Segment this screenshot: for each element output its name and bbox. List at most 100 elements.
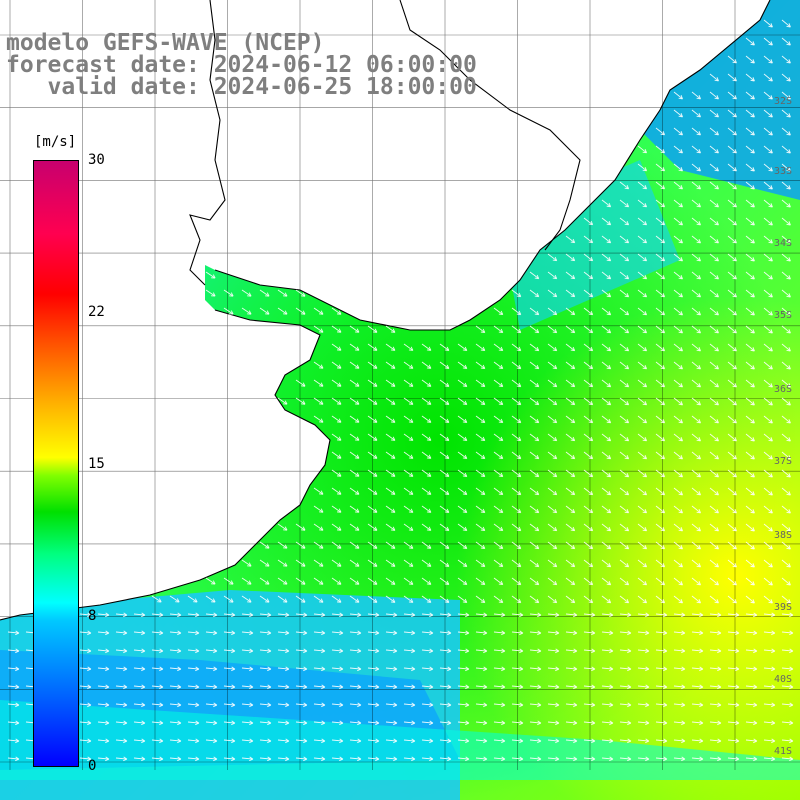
- wind-arrow: [349, 433, 360, 441]
- wind-arrow: [673, 379, 683, 388]
- wind-arrow: [439, 756, 452, 762]
- wind-arrow: [439, 451, 450, 459]
- wind-arrow: [241, 648, 254, 654]
- wind-arrow: [745, 612, 758, 618]
- wind-arrow: [475, 738, 488, 744]
- wind-arrow: [277, 684, 290, 690]
- wind-arrow: [511, 307, 522, 316]
- wind-arrow: [7, 648, 20, 654]
- wind-arrow: [403, 720, 416, 726]
- wind-arrow: [673, 577, 683, 586]
- wind-arrow: [727, 253, 737, 262]
- wind-arrow: [115, 756, 128, 762]
- wind-arrow: [187, 738, 200, 744]
- wind-arrow: [601, 253, 612, 262]
- wind-arrow: [529, 738, 542, 744]
- wind-arrow: [7, 630, 20, 636]
- wind-arrow: [403, 397, 414, 405]
- lat-label: 41S: [773, 746, 792, 757]
- wind-arrow: [241, 702, 254, 708]
- wind-arrow: [493, 648, 506, 654]
- wind-arrow: [241, 630, 254, 636]
- wind-arrow: [241, 684, 254, 690]
- wind-arrow: [781, 55, 791, 64]
- wind-arrow: [385, 612, 398, 618]
- wind-arrow: [403, 469, 414, 477]
- wind-arrow: [583, 702, 596, 708]
- wind-arrow: [331, 433, 342, 441]
- wind-arrow: [691, 379, 701, 388]
- wind-arrow: [403, 630, 416, 636]
- wind-arrow: [421, 505, 432, 513]
- wind-arrow: [169, 684, 182, 690]
- wind-arrow: [763, 451, 773, 460]
- wind-arrow: [385, 469, 396, 477]
- wind-arrow: [565, 720, 578, 726]
- wind-arrow: [655, 217, 666, 226]
- wind-arrow: [475, 451, 486, 460]
- wind-arrow: [457, 720, 470, 726]
- wind-arrow: [709, 253, 719, 262]
- wind-arrow: [493, 756, 506, 762]
- wind-arrow: [295, 738, 308, 744]
- wind-arrow: [457, 666, 470, 672]
- wind-arrow: [619, 666, 632, 672]
- wind-arrow: [601, 325, 612, 334]
- wind-arrow: [655, 271, 666, 280]
- wind-arrow: [601, 343, 612, 352]
- wind-arrow: [727, 271, 737, 280]
- wind-arrow: [691, 397, 701, 406]
- wind-arrow: [403, 577, 414, 585]
- wind-arrow: [475, 720, 488, 726]
- wind-arrow: [727, 559, 737, 568]
- wind-arrow: [475, 397, 486, 406]
- wind-arrow: [385, 666, 398, 672]
- wind-arrow: [295, 307, 306, 315]
- wind-arrow: [727, 55, 737, 64]
- wind-arrow: [781, 145, 791, 154]
- wind-arrow: [637, 145, 648, 154]
- wind-arrow: [601, 738, 614, 744]
- wind-arrow: [673, 199, 683, 208]
- wind-arrow: [619, 325, 630, 334]
- wind-arrow: [781, 127, 791, 136]
- wind-arrow: [637, 648, 650, 654]
- wind-arrow: [529, 630, 542, 636]
- wind-arrow: [457, 738, 470, 744]
- wind-arrow: [673, 505, 683, 514]
- wind-arrow: [475, 684, 488, 690]
- colorbar-tick: 15: [88, 456, 105, 472]
- wind-arrow: [565, 253, 576, 262]
- wind-arrow: [547, 505, 558, 514]
- wind-arrow: [403, 702, 416, 708]
- wind-arrow: [565, 523, 576, 532]
- wind-arrow: [403, 343, 414, 351]
- wind-arrow: [277, 702, 290, 708]
- wind-arrow: [457, 541, 468, 549]
- wind-arrow: [151, 612, 164, 618]
- wind-arrow: [727, 720, 740, 726]
- wind-arrow: [565, 307, 576, 316]
- wind-arrow: [691, 523, 701, 532]
- wind-arrow: [169, 648, 182, 654]
- wind-arrow: [727, 361, 737, 370]
- wind-arrow: [637, 630, 650, 636]
- wind-arrow: [763, 289, 773, 298]
- wind-arrow: [151, 720, 164, 726]
- wind-arrow: [295, 523, 306, 531]
- wind-arrow: [691, 271, 701, 280]
- wind-arrow: [259, 720, 272, 726]
- wind-arrow: [439, 415, 450, 423]
- wind-arrow: [781, 37, 791, 46]
- wind-arrow: [727, 307, 737, 316]
- wind-arrow: [763, 217, 773, 226]
- wind-arrow: [763, 630, 776, 636]
- wind-arrow: [691, 325, 701, 334]
- wind-arrow: [223, 307, 234, 315]
- wind-arrow: [331, 595, 342, 603]
- wind-arrow: [763, 91, 773, 100]
- wind-arrow: [313, 648, 326, 654]
- wind-arrow: [511, 684, 524, 690]
- wind-arrow: [673, 145, 683, 154]
- wind-arrow: [529, 487, 540, 496]
